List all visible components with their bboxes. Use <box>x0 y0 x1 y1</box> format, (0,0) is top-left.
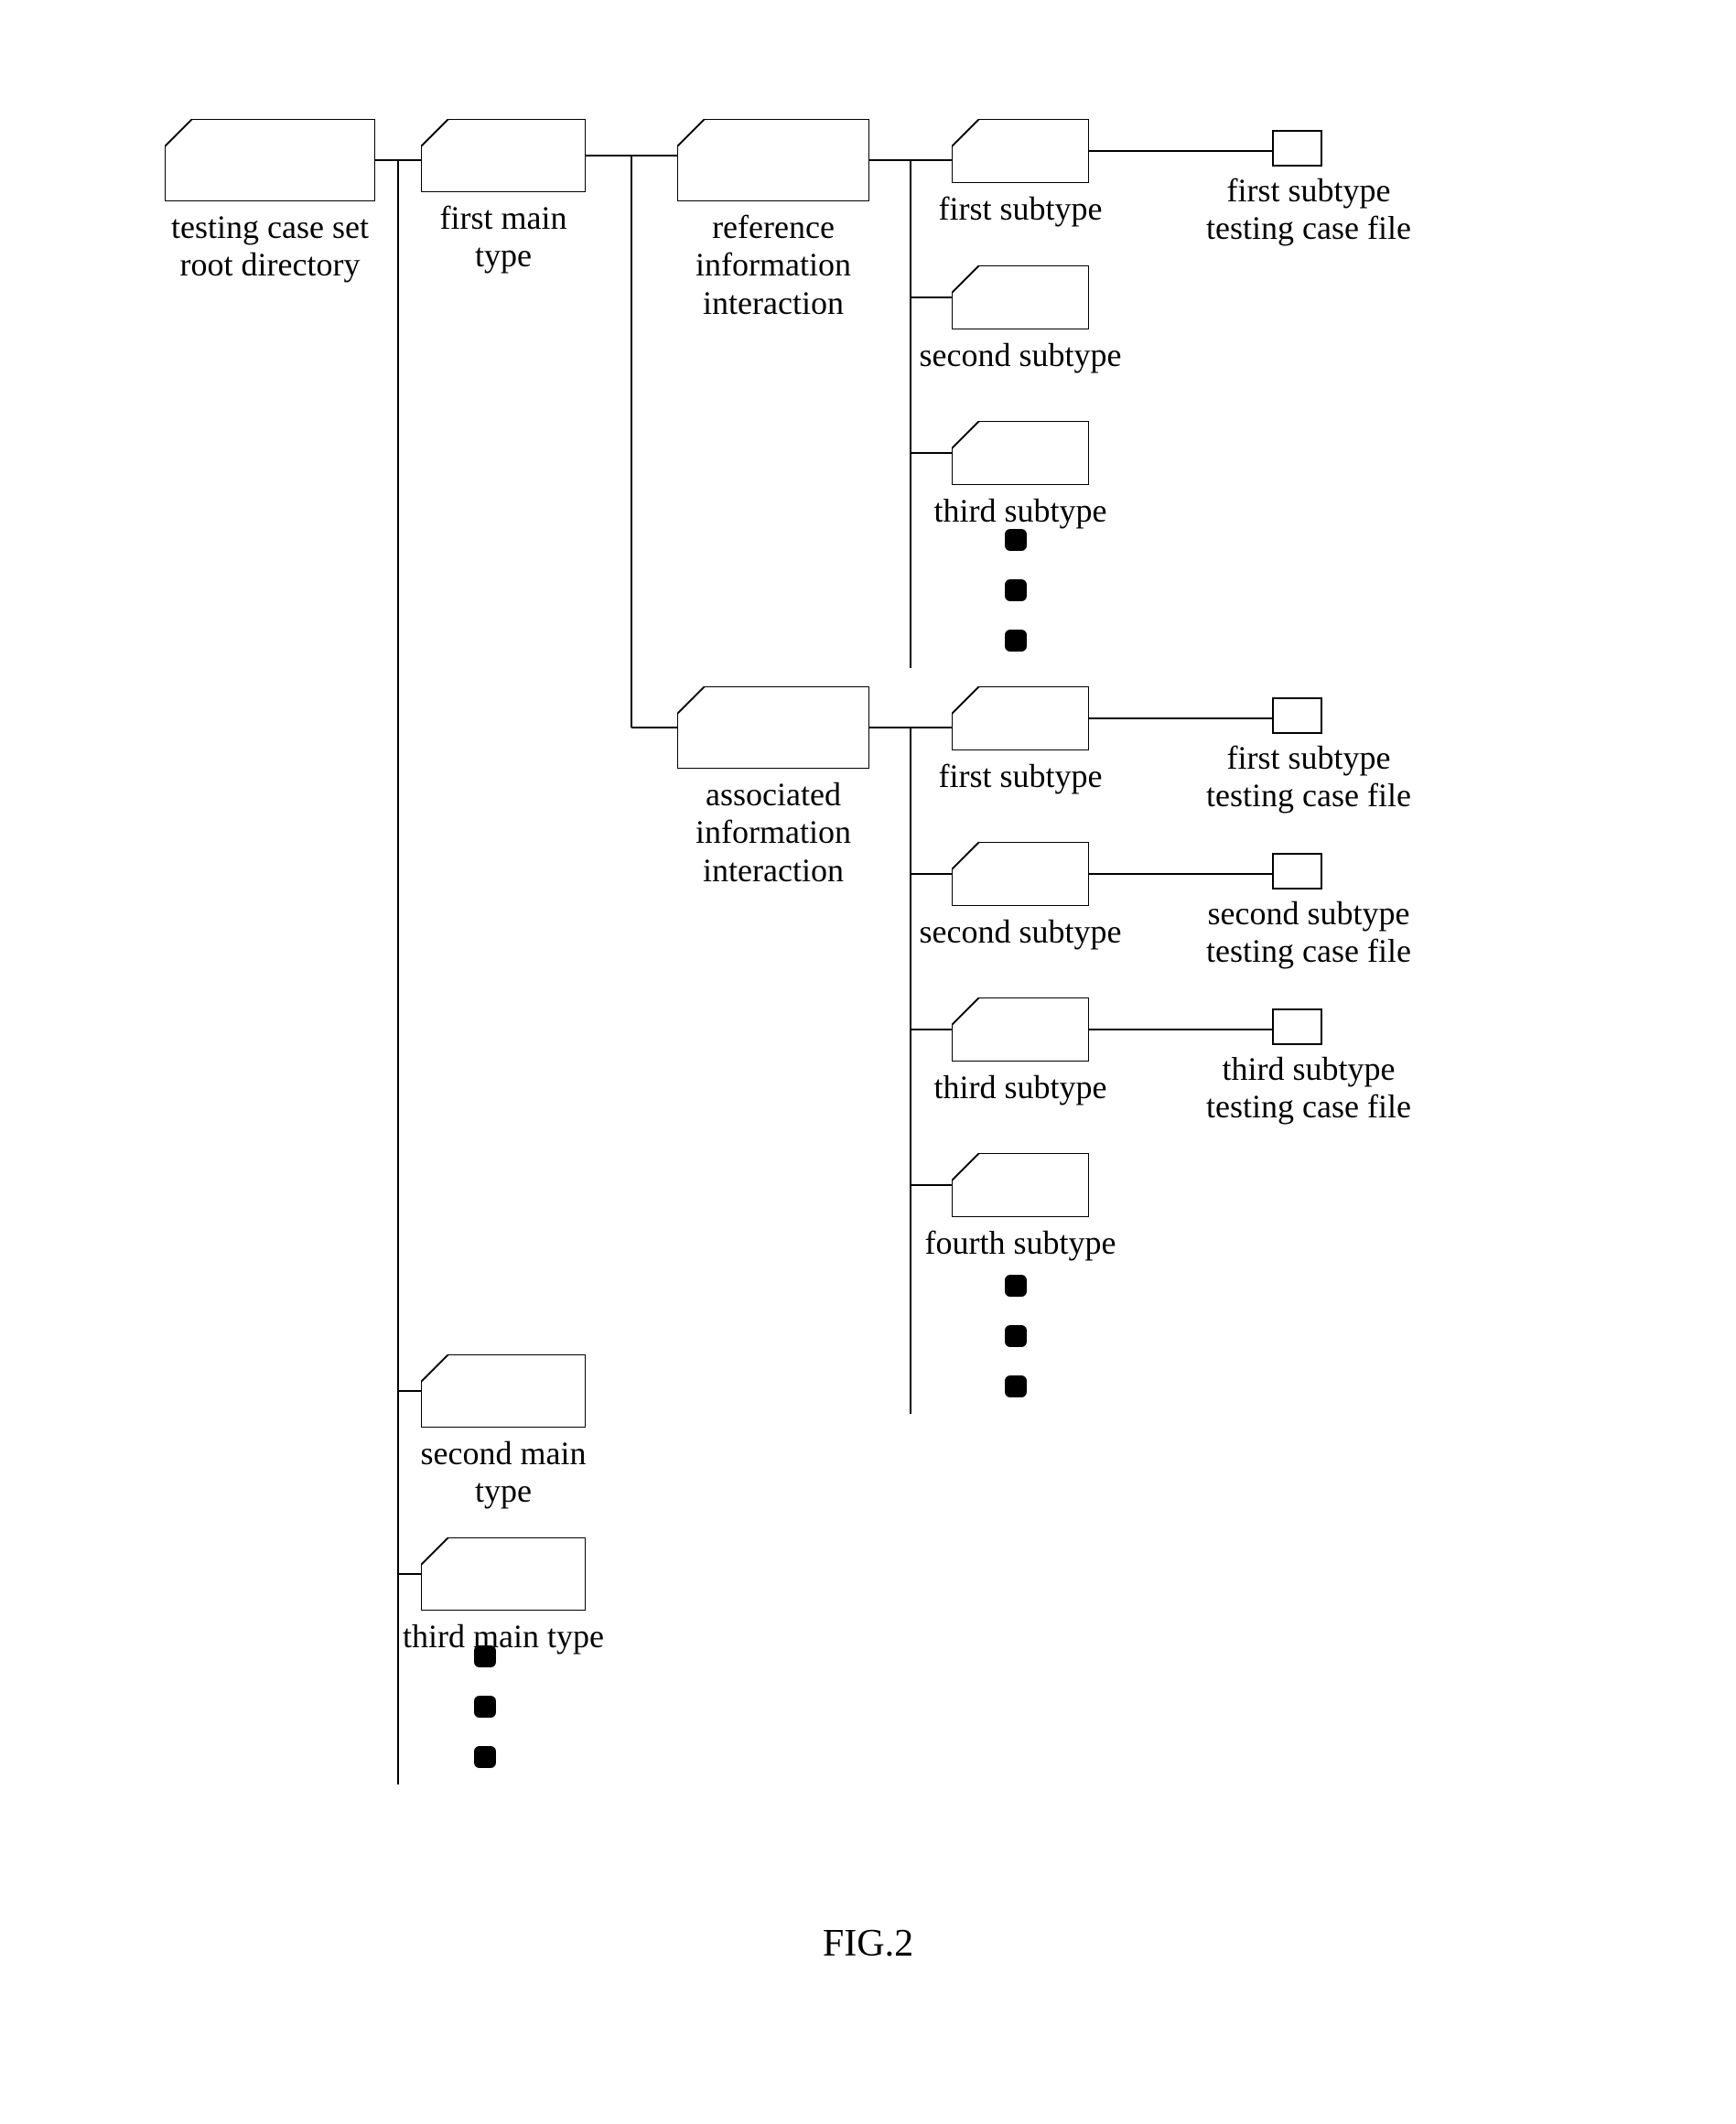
connector-h <box>1089 717 1272 719</box>
file-label-a_f1: first subtype testing case file <box>1171 739 1446 815</box>
label-r_sub3: third subtype <box>906 492 1135 530</box>
folder-main3 <box>421 1537 586 1611</box>
folder-main1 <box>421 119 586 192</box>
ellipsis-dot <box>474 1696 496 1718</box>
ellipsis-dot <box>1005 529 1027 551</box>
label-ref: reference information interaction <box>631 209 915 322</box>
label-a_sub1: first subtype <box>906 758 1135 795</box>
file-a_f3 <box>1272 1008 1322 1045</box>
label-a_sub2: second subtype <box>906 913 1135 951</box>
folder-r_sub3 <box>952 421 1089 485</box>
folder-main2 <box>421 1354 586 1428</box>
folder-a_sub4 <box>952 1153 1089 1217</box>
label-a_sub4: fourth subtype <box>906 1224 1135 1262</box>
diagram-canvas: testing case set root directory first ma… <box>0 0 1736 2124</box>
ellipsis-dot <box>1005 1375 1027 1397</box>
label-main3: third main type <box>375 1618 631 1655</box>
folder-assoc <box>677 686 869 769</box>
connector-h <box>1089 150 1272 152</box>
label-r_sub1: first subtype <box>906 190 1135 228</box>
connector-v <box>631 156 632 728</box>
folder-r_sub1 <box>952 119 1089 183</box>
connector-v <box>910 160 911 668</box>
connector-h <box>398 1573 421 1575</box>
file-a_f1 <box>1272 697 1322 734</box>
connector-h <box>911 1184 952 1186</box>
connector-h <box>911 296 952 298</box>
figure-caption: FIG.2 <box>0 1922 1736 1966</box>
connector-h <box>911 873 952 875</box>
file-r_f1 <box>1272 130 1322 167</box>
connector-h <box>911 1029 952 1030</box>
label-assoc: associated information interaction <box>631 776 915 889</box>
connector-h <box>1089 873 1272 875</box>
ellipsis-dot <box>1005 1275 1027 1297</box>
connector-h <box>631 727 677 728</box>
connector-v <box>397 160 399 1784</box>
folder-a_sub3 <box>952 997 1089 1062</box>
label-a_sub3: third subtype <box>906 1069 1135 1106</box>
ellipsis-dot <box>1005 630 1027 652</box>
file-a_f2 <box>1272 853 1322 889</box>
label-main2: second main type <box>375 1435 631 1511</box>
file-label-a_f3: third subtype testing case file <box>1171 1051 1446 1127</box>
connector-v <box>910 728 911 1414</box>
folder-root <box>165 119 375 201</box>
folder-a_sub1 <box>952 686 1089 750</box>
label-r_sub2: second subtype <box>906 337 1135 374</box>
folder-a_sub2 <box>952 842 1089 906</box>
file-label-r_f1: first subtype testing case file <box>1171 172 1446 248</box>
ellipsis-dot <box>474 1645 496 1667</box>
ellipsis-dot <box>1005 579 1027 601</box>
connector-h <box>398 1390 421 1392</box>
connector-h <box>1089 1029 1272 1030</box>
ellipsis-dot <box>474 1746 496 1768</box>
file-label-a_f2: second subtype testing case file <box>1171 895 1446 971</box>
label-main1: first main type <box>375 199 631 275</box>
folder-r_sub2 <box>952 265 1089 329</box>
connector-h <box>911 452 952 454</box>
folder-ref <box>677 119 869 201</box>
ellipsis-dot <box>1005 1325 1027 1347</box>
